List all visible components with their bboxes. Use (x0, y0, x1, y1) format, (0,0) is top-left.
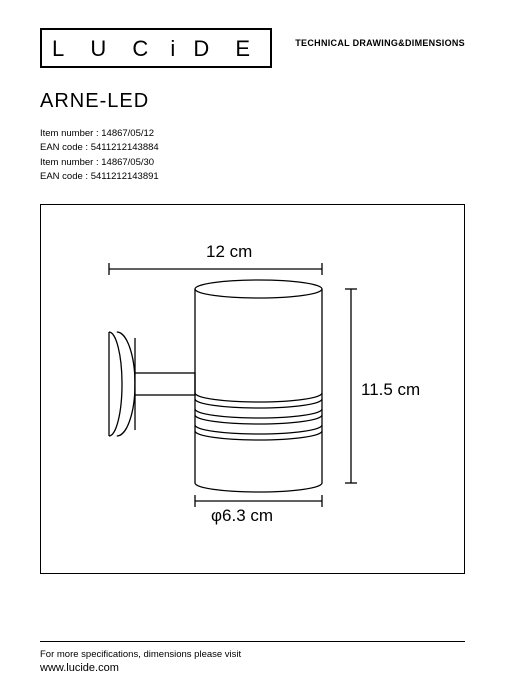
meta-block: Item number : 14867/05/12 EAN code : 541… (40, 127, 465, 184)
logo: L U C i D E (40, 28, 272, 68)
footer-text: For more specifications, dimensions plea… (40, 648, 465, 662)
meta-label: EAN code (40, 171, 83, 182)
meta-row: Item number : 14867/05/12 (40, 127, 465, 141)
svg-text:11.5 cm: 11.5 cm (361, 380, 420, 399)
meta-label: Item number (40, 128, 93, 139)
svg-text:12 cm: 12 cm (206, 242, 252, 261)
drawing-frame: 12 cm 11.5 cm φ6.3 cm (40, 204, 465, 574)
svg-text:φ6.3 cm: φ6.3 cm (211, 506, 273, 525)
meta-row: EAN code : 5411212143884 (40, 141, 465, 155)
meta-label: EAN code (40, 142, 83, 153)
meta-value: 5411212143884 (91, 142, 159, 153)
logo-text: L U C i D E (52, 36, 260, 61)
meta-value: 14867/05/12 (101, 128, 154, 139)
meta-row: Item number : 14867/05/30 (40, 156, 465, 170)
product-title: ARNE-LED (40, 90, 465, 113)
meta-row: EAN code : 5411212143891 (40, 170, 465, 184)
meta-value: 14867/05/30 (101, 157, 154, 168)
header: L U C i D E TECHNICAL DRAWING&DIMENSIONS (40, 28, 465, 68)
meta-label: Item number (40, 157, 93, 168)
footer: For more specifications, dimensions plea… (40, 641, 465, 674)
technical-drawing: 12 cm 11.5 cm φ6.3 cm (41, 205, 464, 573)
footer-rule (40, 641, 465, 642)
meta-value: 5411212143891 (91, 171, 159, 182)
header-subtitle: TECHNICAL DRAWING&DIMENSIONS (295, 28, 465, 48)
footer-url: www.lucide.com (40, 662, 465, 674)
